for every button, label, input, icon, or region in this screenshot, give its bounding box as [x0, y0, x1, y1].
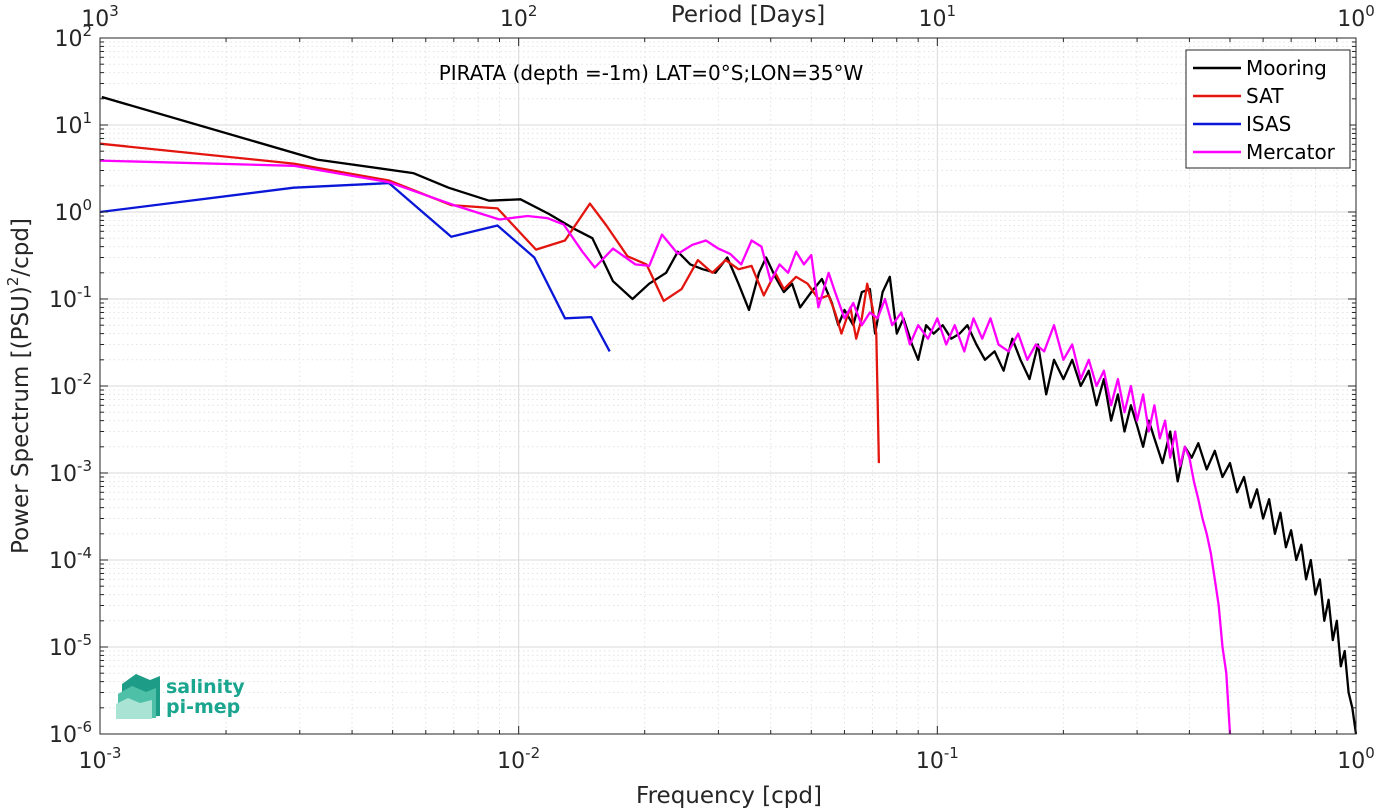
y-tick-label: 10-5: [49, 631, 92, 661]
series-line-mercator: [99, 159, 1232, 735]
chart-title: PIRATA (depth =-1m) LAT=0°S;LON=35°W: [439, 61, 864, 85]
legend-items: Mooring SAT ISAS Mercator: [1193, 56, 1336, 164]
top-tick-label-exponent: 1: [947, 2, 957, 20]
x-tick-label-base: 10: [1337, 749, 1365, 774]
top-tick-label-base: 10: [81, 7, 109, 32]
tick-marks: [99, 37, 1357, 735]
top-axis-label: Period [Days]: [671, 2, 825, 28]
top-tick-label-exponent: 2: [528, 2, 538, 20]
x-tick-label-base: 10: [497, 749, 525, 774]
x-tick-label-exponent: -1: [944, 744, 959, 762]
y-tick-label-base: 10: [54, 114, 82, 139]
top-tick-label-base: 10: [500, 7, 528, 32]
series-line-sat: [99, 142, 881, 464]
y-axis-label-suffix: /cpd]: [8, 218, 34, 277]
series-line-isas: [99, 181, 611, 352]
y-tick-label: 10-1: [49, 283, 92, 313]
x-tick-label: 10-2: [497, 744, 540, 774]
y-tick-label-exponent: -3: [77, 457, 92, 475]
logo-text-salinity: salinity: [166, 676, 245, 698]
y-tick-label: 100: [54, 196, 92, 226]
legend-box: [1185, 49, 1351, 169]
top-tick-label-base: 10: [919, 7, 947, 32]
x-tick-label: 100: [1337, 744, 1375, 774]
y-tick-label-exponent: 2: [82, 22, 92, 40]
y-tick-label: 102: [54, 22, 92, 52]
y-axis-label-main: Power Spectrum [(PSU): [8, 286, 34, 554]
top-tick-label-exponent: 0: [1365, 2, 1375, 20]
y-tick-label-exponent: -5: [77, 631, 92, 649]
top-tick-label: 102: [500, 2, 538, 32]
y-tick-label-base: 10: [54, 27, 82, 52]
y-tick-label: 10-2: [49, 370, 92, 400]
y-tick-label-exponent: 0: [82, 196, 92, 214]
top-tick-label: 103: [81, 2, 119, 32]
y-tick-label-exponent: -1: [77, 283, 92, 301]
y-tick-label-exponent: -6: [77, 718, 92, 736]
top-tick-label-exponent: 3: [109, 2, 119, 20]
series-line-mooring: [101, 95, 1358, 735]
top-tick-label: 100: [1337, 2, 1375, 32]
x-tick-label-exponent: -2: [525, 744, 540, 762]
grid-lines: [99, 37, 1357, 735]
y-tick-label-base: 10: [49, 288, 77, 313]
top-tick-label-base: 10: [1337, 7, 1365, 32]
legend: Mooring SAT ISAS Mercator: [1185, 49, 1351, 169]
y-tick-label-exponent: -2: [77, 370, 92, 388]
legend-label-sat: SAT: [1246, 84, 1284, 108]
y-tick-label-base: 10: [49, 636, 77, 661]
y-axis-label-exponent: 2: [4, 277, 22, 287]
x-tick-label: 10-3: [79, 744, 122, 774]
y-tick-label: 10-3: [49, 457, 92, 487]
y-tick-label-base: 10: [49, 723, 77, 748]
x-tick-label-exponent: -3: [107, 744, 122, 762]
logo-waves-icon: [116, 674, 160, 719]
y-tick-label-exponent: 1: [82, 109, 92, 127]
y-tick-label-base: 10: [49, 549, 77, 574]
y-tick-label-exponent: -4: [77, 544, 92, 562]
legend-label-mooring: Mooring: [1246, 56, 1327, 80]
legend-label-isas: ISAS: [1246, 112, 1291, 136]
y-tick-label: 10-6: [49, 718, 92, 748]
x-tick-label-base: 10: [79, 749, 107, 774]
legend-label-mercator: Mercator: [1246, 140, 1336, 164]
y-tick-label-base: 10: [49, 462, 77, 487]
salinity-pi-mep-logo: salinity pi-mep: [116, 674, 245, 719]
x-axis-label: Frequency [cpd]: [636, 783, 822, 809]
y-tick-label-base: 10: [54, 201, 82, 226]
x-tick-label-exponent: 0: [1365, 744, 1375, 762]
logo-text-pi-mep: pi-mep: [166, 696, 240, 718]
x-tick-label-base: 10: [916, 749, 944, 774]
y-tick-label: 101: [54, 109, 92, 139]
x-tick-label: 10-1: [916, 744, 959, 774]
top-tick-label: 101: [919, 2, 957, 32]
series-lines: [99, 95, 1358, 735]
y-tick-label-base: 10: [49, 375, 77, 400]
y-tick-label: 10-4: [49, 544, 92, 574]
y-axis-label: Power Spectrum [(PSU)2/cpd]: [4, 218, 34, 554]
